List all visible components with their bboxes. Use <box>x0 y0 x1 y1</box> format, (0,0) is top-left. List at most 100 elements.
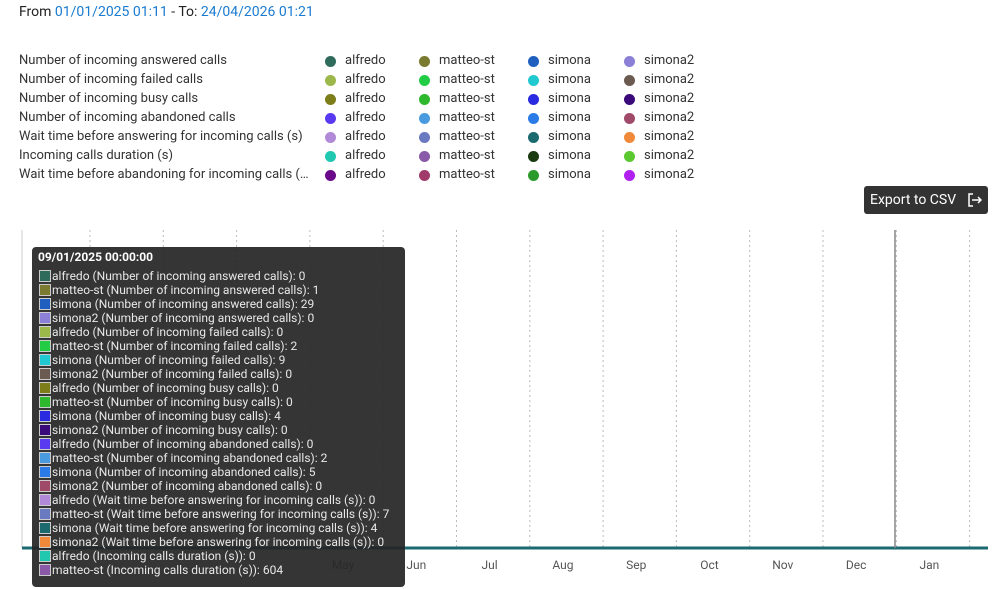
entry-label: simona (Number of incoming failed calls)… <box>52 353 276 367</box>
legend-series: alfredo <box>345 148 386 163</box>
from-label: From <box>19 4 52 20</box>
to-date: 24/04/2026 01:21 <box>200 4 314 20</box>
legend-swatch <box>528 151 539 162</box>
export-button[interactable]: Export to CSV <box>864 186 988 214</box>
month-label: Jul <box>482 558 498 572</box>
legend-swatch <box>325 170 336 181</box>
entry-label: matteo-st (Number of incoming answered c… <box>52 283 310 297</box>
tooltip: 09/01/2025 00:00:00 alfredo (Number of i… <box>32 247 405 587</box>
entry-value: 2 <box>290 339 298 353</box>
entry-value: 0 <box>248 549 256 563</box>
legend-swatch <box>624 132 635 143</box>
legend-series: alfredo <box>345 167 386 182</box>
legend-swatch <box>624 113 635 124</box>
legend-swatch <box>624 56 635 67</box>
tooltip-entry: alfredo (Incoming calls duration (s)): 0 <box>52 549 256 563</box>
entry-label: simona (Number of incoming abandoned cal… <box>52 465 306 479</box>
tooltip-swatch <box>39 354 51 366</box>
legend-swatch <box>419 56 430 67</box>
month-label: Oct <box>700 558 719 572</box>
entry-value: 0 <box>377 535 385 549</box>
month-label: Jan <box>920 558 940 572</box>
tooltip-entry: matteo-st (Number of incoming abandoned … <box>52 451 327 465</box>
export-icon <box>968 193 982 207</box>
legend-metric: Number of incoming abandoned calls <box>19 110 236 125</box>
legend-swatch <box>624 151 635 162</box>
entry-label: simona2 (Number of incoming busy calls): <box>52 423 278 437</box>
entry-label: matteo-st (Incoming calls duration (s)): <box>52 563 260 577</box>
tooltip-entry: matteo-st (Incoming calls duration (s)):… <box>52 563 283 577</box>
legend-series: matteo-st <box>439 148 495 163</box>
entry-value: 0 <box>306 437 314 451</box>
tooltip-swatch <box>39 438 51 450</box>
entry-value: 0 <box>315 479 323 493</box>
entry-label: simona2 (Number of incoming abandoned ca… <box>52 479 313 493</box>
legend-series: alfredo <box>345 72 386 87</box>
tooltip-entry: alfredo (Number of incoming failed calls… <box>52 325 283 339</box>
entry-label: simona (Number of incoming busy calls): <box>52 409 272 423</box>
legend-series: matteo-st <box>439 53 495 68</box>
legend-metric: Number of incoming busy calls <box>19 91 199 106</box>
entry-value: 9 <box>278 353 286 367</box>
entry-value: 0 <box>272 381 279 395</box>
tooltip-title: 09/01/2025 00:00:00 <box>38 250 154 264</box>
legend-series: simona2 <box>644 167 695 182</box>
legend-series: simona2 <box>644 110 695 125</box>
legend-swatch <box>624 75 635 86</box>
month-label: Aug <box>552 558 573 572</box>
tooltip-swatch <box>39 382 51 394</box>
entry-label: matteo-st (Number of incoming abandoned … <box>52 451 318 465</box>
date-range: From 01/01/2025 01:11 - To: 24/04/2026 0… <box>19 4 314 20</box>
tooltip-swatch <box>39 494 51 506</box>
entry-label: matteo-st (Number of incoming busy calls… <box>52 395 284 409</box>
legend-swatch <box>419 132 430 143</box>
month-label: Jun <box>406 558 426 572</box>
tooltip-entry: simona (Number of incoming failed calls)… <box>52 353 285 367</box>
legend-series: simona2 <box>644 129 695 144</box>
entry-value: 29 <box>300 297 315 311</box>
tooltip-swatch <box>39 270 51 282</box>
tooltip-entry: simona2 (Number of incoming failed calls… <box>52 367 292 381</box>
legend-series: matteo-st <box>439 72 495 87</box>
legend-swatch <box>528 113 539 124</box>
entry-value: 0 <box>276 325 284 339</box>
entry-value: 1 <box>312 283 320 297</box>
tooltip-swatch <box>39 284 51 296</box>
entry-label: matteo-st (Number of incoming failed cal… <box>52 339 288 353</box>
tooltip-entry: matteo-st (Number of incoming busy calls… <box>52 395 293 409</box>
tooltip-swatch <box>39 424 51 436</box>
legend-series: simona <box>548 72 591 87</box>
legend-swatch <box>528 75 539 86</box>
entry-label: alfredo (Number of incoming failed calls… <box>52 325 274 339</box>
legend-metric: Number of incoming failed calls <box>19 72 203 87</box>
tooltip-entry: simona2 (Number of incoming answered cal… <box>52 311 314 325</box>
legend-series: alfredo <box>345 129 386 144</box>
legend-metric: Incoming calls duration (s) <box>19 148 173 163</box>
entry-value: 0 <box>298 269 306 283</box>
entry-label: simona2 (Number of incoming failed calls… <box>52 367 283 381</box>
legend-metric: Wait time before abandoning for incoming… <box>19 167 309 182</box>
legend-swatch <box>325 132 336 143</box>
legend-metric: Number of incoming answered calls <box>19 53 227 68</box>
entry-value: 604 <box>262 563 284 577</box>
entry-value: 0 <box>280 423 288 437</box>
month-label: Nov <box>772 558 793 572</box>
entry-label: alfredo (Wait time before answering for … <box>52 493 366 507</box>
tooltip-swatch <box>39 564 51 576</box>
legend-series: matteo-st <box>439 129 495 144</box>
legend-swatch <box>419 151 430 162</box>
export-label: Export to CSV <box>870 192 957 208</box>
legend-swatch <box>528 170 539 181</box>
legend-series: matteo-st <box>439 167 495 182</box>
tooltip-entry: simona (Number of incoming abandoned cal… <box>52 465 315 479</box>
tooltip-swatch <box>39 508 51 520</box>
legend-series: simona2 <box>644 91 695 106</box>
entry-label: simona (Wait time before answering for i… <box>52 521 368 535</box>
entry-label: alfredo (Number of incoming abandoned ca… <box>52 437 304 451</box>
tooltip-swatch <box>39 312 51 324</box>
tooltip-swatch <box>39 480 51 492</box>
month-label: Dec <box>846 558 867 572</box>
tooltip-entry: alfredo (Wait time before answering for … <box>52 493 375 507</box>
legend-swatch <box>325 56 336 67</box>
tooltip-swatch <box>39 298 51 310</box>
